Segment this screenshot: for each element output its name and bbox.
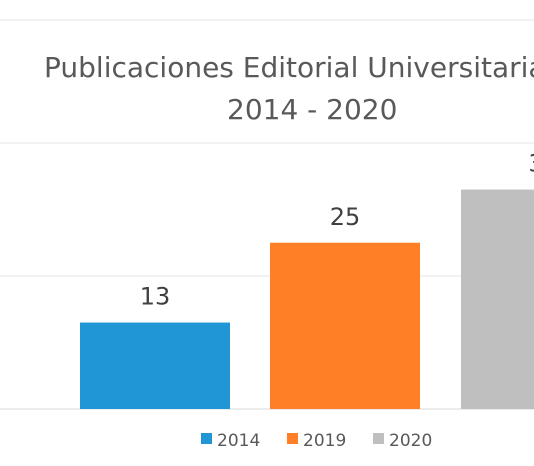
bar-2019 (270, 242, 420, 409)
data-label-2020: 3 (528, 150, 534, 178)
legend-label-2019: 2019 (303, 431, 346, 451)
legend-swatch-2019 (287, 433, 298, 444)
legend-swatch-2020 (373, 433, 384, 444)
bar-2020 (461, 189, 534, 409)
legend: 2014 2019 2020 (201, 431, 432, 451)
data-label-2014: 13 (140, 283, 171, 311)
legend-label-2014: 2014 (217, 431, 260, 451)
chart-title-line-2: 2014 - 2020 (227, 93, 397, 126)
data-label-2019: 25 (330, 203, 361, 231)
legend-swatch-2014 (201, 433, 212, 444)
chart-title-line-1: Publicaciones Editorial Universitaria (44, 51, 534, 84)
bar-2014 (80, 322, 230, 409)
legend-label-2020: 2020 (389, 431, 432, 451)
